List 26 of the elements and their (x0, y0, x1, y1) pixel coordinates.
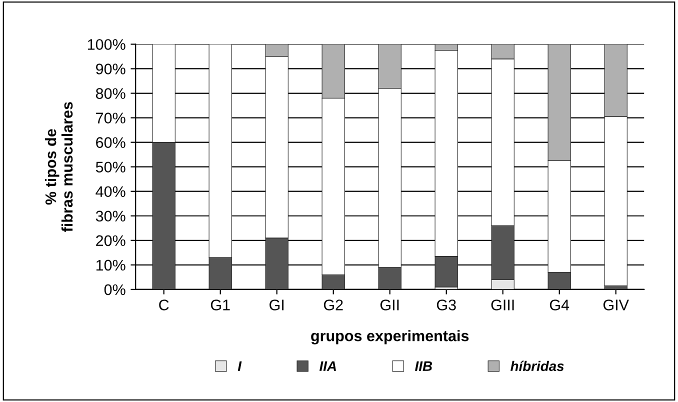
y-tick-label: 0% (104, 284, 126, 296)
y-tick-label: 40% (96, 186, 126, 198)
x-tick-label: GIV (603, 300, 629, 310)
x-tick-label: GIII (491, 300, 514, 310)
x-tick-label: G1 (210, 300, 230, 310)
y-tick-label: 100% (88, 39, 126, 50)
x-tick-label: C (159, 300, 169, 310)
x-tick-label: G2 (324, 300, 343, 310)
y-tick-label: 80% (96, 88, 126, 99)
legend-label: IIA (319, 361, 336, 371)
y-axis-title: % tipos de fibras musculares (44, 102, 73, 232)
x-tick-label: GI (270, 300, 284, 310)
y-tick-label: 20% (96, 235, 126, 246)
y-tick-label: 70% (96, 112, 126, 124)
y-tick-label: 10% (96, 260, 126, 271)
legend-label: híbridas (510, 360, 564, 372)
y-tick-label: 50% (96, 162, 126, 173)
x-axis-title: grupos experimentais (311, 330, 469, 344)
x-tick-label: G3 (436, 300, 456, 310)
y-tick-label: 90% (96, 64, 126, 74)
legend-label: I (238, 361, 242, 371)
legend-label: IIB (415, 361, 432, 371)
x-tick-label: G4 (550, 300, 570, 310)
x-tick-label: GII (380, 300, 399, 310)
y-tick-label: 30% (96, 210, 126, 222)
y-tick-label: 60% (96, 137, 126, 148)
